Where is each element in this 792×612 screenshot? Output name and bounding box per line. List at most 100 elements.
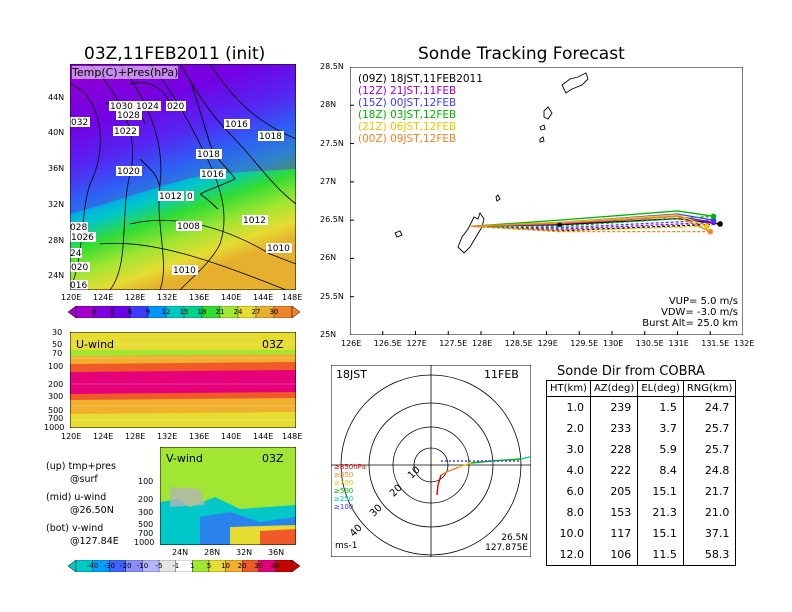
lat-tick: 44N [48,93,65,102]
u-wind-y-tick: 70 [52,349,63,358]
svg-text:1008: 1008 [177,222,200,232]
table-cell: 24.8 [704,464,730,477]
table-cell: 21.3 [637,502,684,523]
legend-entry: (09Z) 18JST,11FEB2011 [358,73,483,85]
table-cell: 3.7 [637,418,684,439]
table-row: 3.0 228 5.9 25.7 [547,439,735,460]
colorbar-tick: 15 [179,308,189,316]
colorbar-tick: 9 [145,308,151,316]
x-tick-label: 128E [472,339,493,348]
table-cell: 21.0 [704,506,730,519]
table-cell: 1.5 [637,396,684,418]
colorbar-tick: -10 [136,562,149,570]
x-tick-label: 129E [537,339,558,348]
table-cell: 58.3 [704,548,730,561]
legend-entry: (18Z) 03JST,12FEB [358,109,457,121]
x-tick-label: 128.5E [504,339,533,348]
v-wind-panel [160,447,296,545]
svg-text:1016: 1016 [201,170,224,180]
pressure-legend-item: ≥250 [334,495,354,503]
colorbar-tick: 24 [233,308,243,316]
map-field-label: Temp(C)+Pres(hPa) [72,66,179,79]
table-cell: 24.7 [704,401,730,414]
table-row: 1.0 239 1.5 24.7 [547,396,735,418]
u-wind-time: 03Z [262,338,284,351]
x-tick-label: 127.5E [439,339,468,348]
polar-units: ms-1 [335,541,358,551]
table-cell: 15.1 [637,523,684,544]
colorbar-tick: -40 [86,562,99,570]
lon-tick: 132E [157,293,178,302]
y-tick-label: 27N [320,176,337,186]
tracking-params: VUP= 5.0 m/s VDW= -3.0 m/s Burst Alt= 25… [620,296,738,329]
svg-text:0: 0 [187,192,193,202]
table-row: 4.0 222 8.4 24.8 [547,460,735,481]
table-cell: 153 [590,502,639,523]
table-cell: 239 [590,396,639,418]
colorbar-tick: 10 [221,562,230,570]
descent-track [471,221,714,230]
colorbar-tick: -1 [172,562,180,570]
isobar-labels: 1030 1024 1028 020 1016 1018 032 1022 10… [70,101,292,290]
u-wind-x-tick: 136E [189,432,210,441]
u-wind-y-tick: 1000 [44,423,65,432]
svg-text:1018: 1018 [197,150,220,160]
colorbar-tick: 20 [237,562,247,570]
coastlines [139,78,236,210]
colorbar-tick: -20 [120,562,132,570]
x-tick-label: 130E [603,339,624,348]
legend-entry: (15Z) 00JST,12FEB [358,97,457,109]
v-wind-time: 03Z [262,452,284,465]
temp-pressure-map: 1030 1024 1028 020 1016 1018 032 1022 10… [70,64,296,290]
table-cell: 117 [590,523,639,544]
table-cell: 10.0 [547,523,591,544]
note-bot: (bot) v-wind @127.84E [46,523,119,547]
legend-entry: (21Z) 06JST,12FEB [358,121,457,133]
colorbar-tick: -30 [103,562,115,570]
ascent-track [471,215,711,233]
tracking-trajectories [471,210,723,235]
table-cell: 25.7 [704,422,730,435]
temperature-colorbar-ticks: 0 3 6 9 12 15 18 21 24 27 30 [68,307,300,317]
u-wind-label: U-wind [76,338,115,351]
burst-point [710,213,717,220]
y-tick-label: 25.5N [320,291,344,301]
lon-tick: 148E [282,293,303,302]
table-cell: 11.5 [637,544,684,565]
colorbar-tick: 30 [269,308,279,316]
waypoint-marker [557,222,562,227]
descent-track [471,225,707,232]
pressure-legend-item: ≥100 [334,503,354,511]
y-tick-label: 27.5N [320,138,344,148]
tracking-legend: (09Z) 18JST,11FEB2011 (12Z) 21JST,11FEB … [358,73,483,145]
lon-tick: 140E [221,293,242,302]
svg-text:1028: 1028 [117,111,140,121]
lat-tick: 28N [48,236,65,245]
x-tick-label: 126.5E [373,339,402,348]
sonde-dir-table: HT(km) AZ(deg) EL(deg) RNG(km) 1.0 239 1.5… [546,380,737,566]
u-wind-y-tick: 200 [48,380,64,389]
lat-tick: 36N [48,164,65,173]
lon-tick: 120E [61,293,82,302]
burst-point [717,221,723,227]
u-wind-x-tick: 128E [125,432,146,441]
v-wind-y-tick: 1000 [134,538,155,547]
table-cell: 37.1 [704,527,730,540]
u-wind-y-tick: 100 [48,362,64,371]
table-cell: 6.0 [547,481,591,502]
descent-track [471,225,711,233]
burst-point [704,223,710,230]
y-tick-label: 28.5N [320,62,344,71]
table-cell: 3.0 [547,439,591,460]
svg-text:032: 032 [71,118,88,128]
u-wind-y-tick: 700 [48,414,64,423]
svg-text:020: 020 [71,263,88,273]
svg-text:1016: 1016 [225,120,248,130]
v-wind-y-tick: 500 [138,520,154,529]
table-row: 12.0 106 11.5 58.3 [547,544,735,565]
burst-point [707,228,714,235]
svg-text:016: 016 [70,281,87,290]
svg-text:1012: 1012 [243,216,266,226]
u-wind-x-tick: 140E [221,432,242,441]
x-tick-label: 131E [668,339,689,348]
